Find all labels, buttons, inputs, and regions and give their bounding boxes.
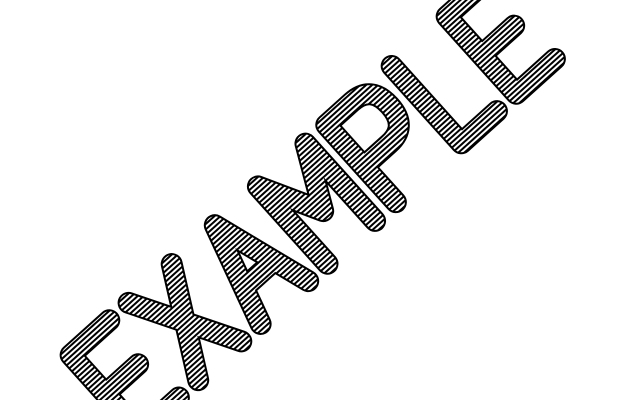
watermark-stripes [61, 0, 564, 400]
watermark-letters [59, 0, 566, 400]
